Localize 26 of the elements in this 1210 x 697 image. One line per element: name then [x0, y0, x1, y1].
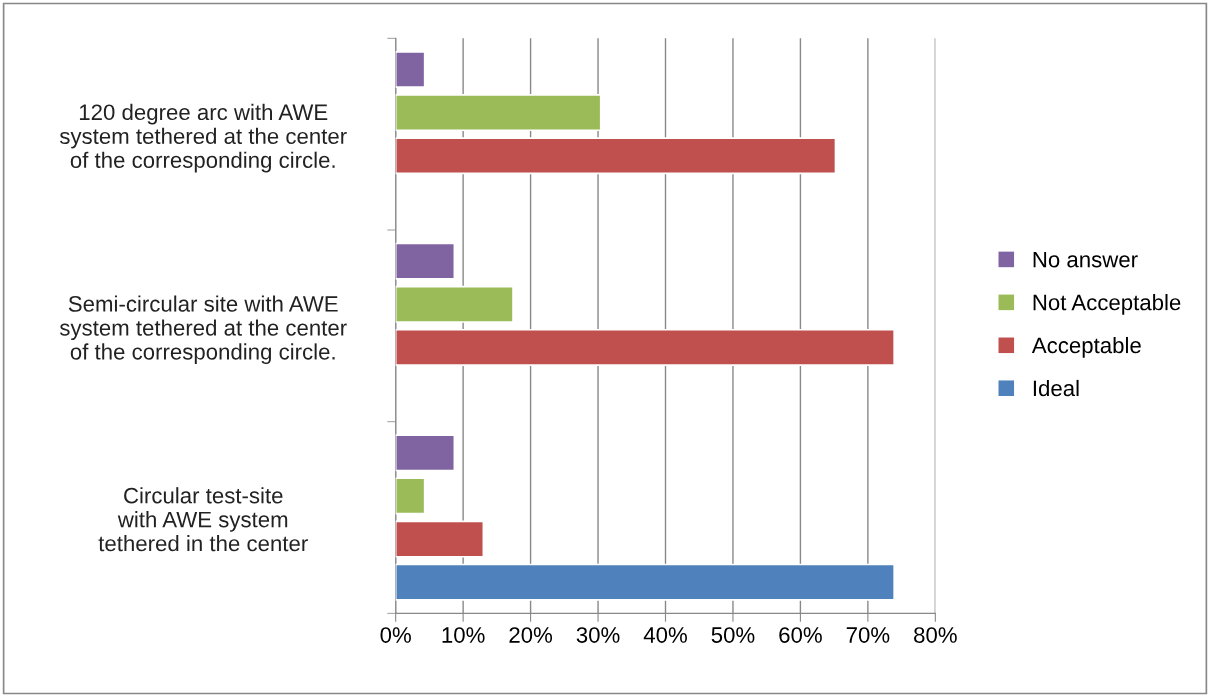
y-tick-label: Circular test-site with AWE system tethered in the center: [98, 487, 308, 552]
bar: [395, 50, 426, 88]
legend-label: No answer: [1033, 251, 1138, 268]
x-tick-label: 40%: [643, 627, 687, 643]
bar: [395, 137, 837, 175]
x-tick-label: 10%: [442, 627, 485, 643]
bar: [395, 242, 456, 280]
bar: [395, 94, 602, 132]
x-tick-label: 70%: [846, 627, 890, 643]
x-tick-label: 80%: [914, 627, 957, 643]
legend-label: Acceptable: [1031, 336, 1141, 358]
y-tick-label: 120 degree arc with AWE system tethered at the center of the corresponding circle.: [59, 103, 347, 173]
bar: [395, 520, 485, 558]
x-tick-label: 60%: [779, 627, 822, 643]
legend-label: Not Acceptable: [1033, 294, 1181, 315]
bar: [395, 434, 456, 472]
x-tick-label: 50%: [711, 627, 755, 643]
x-tick-label: 0%: [380, 627, 411, 643]
bar: [395, 285, 514, 323]
x-tick-label: 20%: [509, 627, 553, 643]
x-tick-label: 30%: [576, 627, 620, 643]
legend-label: Ideal: [1033, 379, 1079, 397]
y-tick-label: Semi-circular site with AWE system tethered at the center of the corresponding circle.: [59, 295, 347, 365]
bar: [395, 477, 426, 515]
bar: [395, 563, 896, 601]
bar: [395, 328, 896, 366]
